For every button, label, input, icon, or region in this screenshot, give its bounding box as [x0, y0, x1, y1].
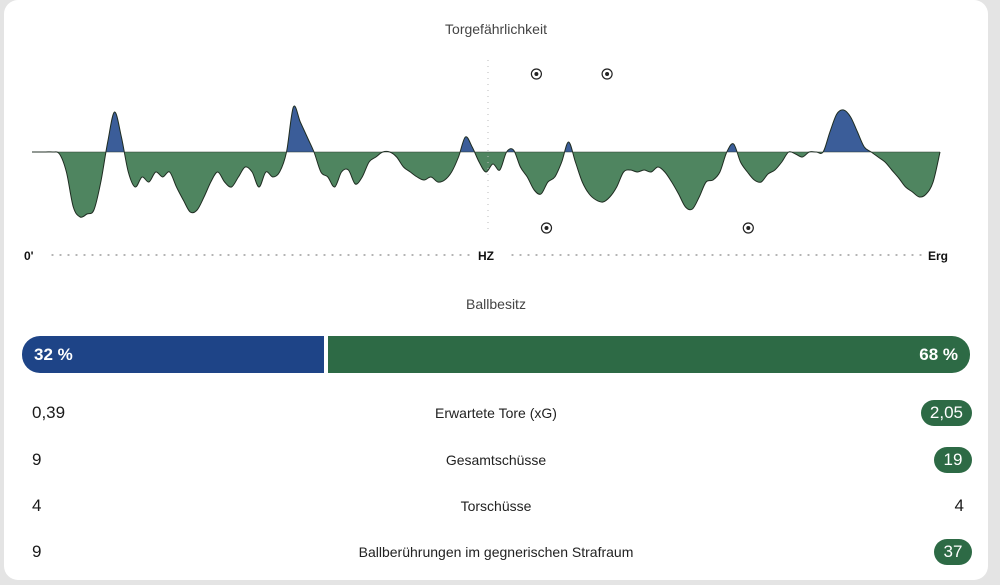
possession-away-label: 68 % — [919, 344, 958, 364]
momentum-home-area — [32, 106, 940, 152]
timeline-end-label: Erg — [928, 249, 949, 263]
stat-away-badge: 19 — [934, 445, 972, 475]
stat-away-value: 2,05 — [920, 400, 972, 426]
possession-home-segment: 32 % — [22, 336, 324, 373]
stat-row-box-touches: 9 Ballberührungen im gegnerischen Strafr… — [4, 537, 988, 567]
possession-bar: 32 % 68 % — [22, 336, 970, 373]
timeline-halftime-label: HZ — [478, 249, 494, 263]
stat-away-value: 37 — [934, 539, 972, 565]
stat-away-value: 4 — [954, 496, 964, 515]
possession-title: Ballbesitz — [466, 296, 526, 312]
goal-ball-icon — [540, 222, 553, 234]
momentum-chart — [31, 60, 941, 234]
stat-label: Ballberührungen im gegnerischen Strafrau… — [358, 544, 634, 560]
stat-away-value: 19 — [934, 447, 972, 473]
momentum-title: Torgefährlichkeit — [445, 21, 547, 37]
timeline-axis — [51, 254, 923, 256]
goal-ball-icon — [530, 68, 543, 80]
timeline-start-label: 0' — [24, 249, 34, 263]
possession-away-segment: 68 % — [328, 336, 970, 373]
stat-away-badge: 2,05 — [920, 398, 972, 428]
stat-row-shots-on-target: 4 Torschüsse 4 — [4, 491, 988, 521]
possession-home-label: 32 % — [34, 344, 73, 364]
goal-ball-icon — [601, 68, 613, 80]
stat-row-xg: 0,39 Erwartete Tore (xG) 2,05 — [4, 398, 988, 428]
stat-home-value: 0,39 — [32, 403, 66, 422]
stat-away-badge: 37 — [934, 537, 972, 567]
stat-label: Torschüsse — [460, 498, 532, 514]
stat-home-value: 9 — [32, 450, 42, 469]
stat-label: Gesamtschüsse — [445, 452, 547, 468]
match-stats-card: Torgefährlichkeit 0' HZ Erg Ballbesitz 3… — [4, 0, 988, 580]
goal-ball-icon — [742, 222, 754, 234]
stat-home-value: 9 — [32, 542, 42, 561]
momentum-away-area — [32, 152, 940, 218]
stat-label: Erwartete Tore (xG) — [435, 405, 557, 421]
stat-row-total-shots: 9 Gesamtschüsse 19 — [4, 445, 988, 475]
stat-away-badge: 4 — [947, 491, 972, 521]
stat-home-value: 4 — [32, 496, 42, 515]
